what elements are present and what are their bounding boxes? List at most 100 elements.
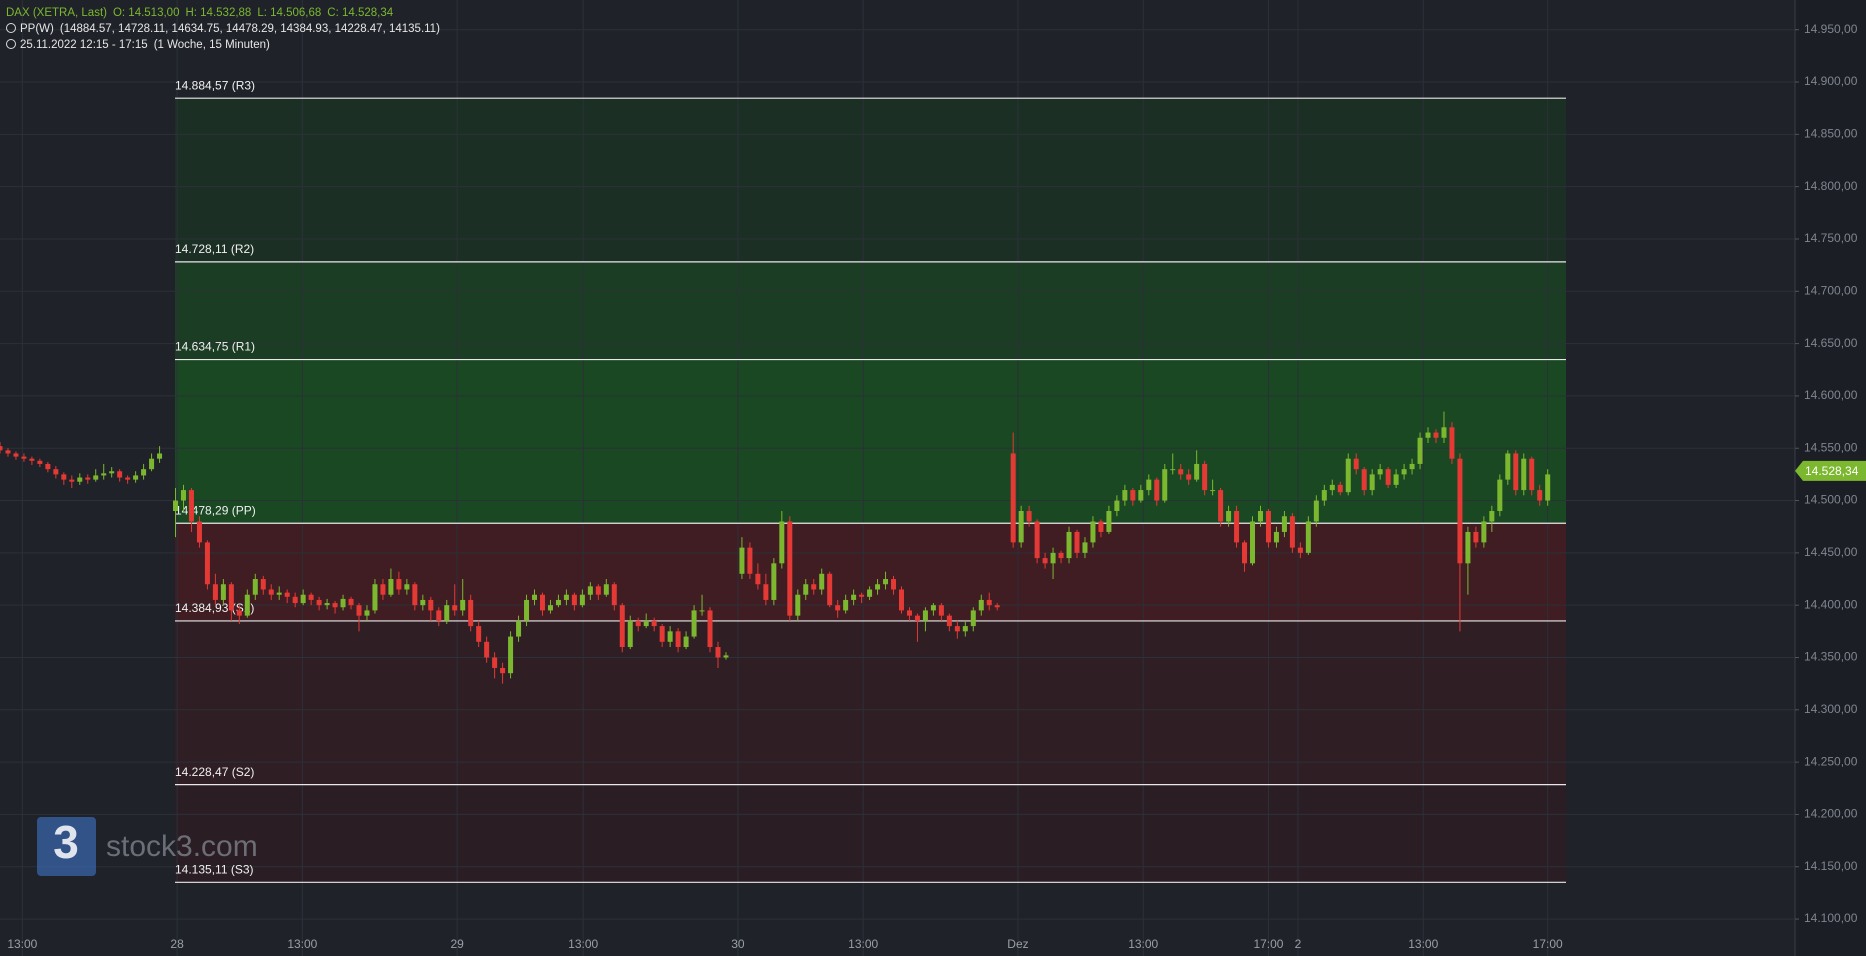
candle-body <box>284 592 290 597</box>
candle-body <box>1385 469 1391 485</box>
candle-body <box>1186 474 1192 480</box>
candle-body <box>1345 458 1351 493</box>
candle-body <box>228 584 234 611</box>
candle-body <box>978 599 984 611</box>
candle-body <box>45 463 51 470</box>
pivot-label: 14.384,93 (S1) <box>175 601 254 615</box>
candle-body <box>188 490 194 522</box>
candle-body <box>157 453 163 459</box>
candle-body <box>891 579 897 590</box>
candle-body <box>1018 511 1024 543</box>
candle-body <box>412 584 418 606</box>
pivot-zone <box>175 620 1566 785</box>
x-tick-label: 13:00 <box>7 937 37 951</box>
candle-body <box>93 475 99 480</box>
candle-body <box>1401 469 1407 475</box>
candle-body <box>707 610 713 648</box>
icon <box>6 23 16 33</box>
candle-body <box>683 636 689 648</box>
candle-body <box>619 605 625 648</box>
candle-body <box>1289 516 1295 548</box>
pivot-label: 14.478,29 (PP) <box>175 503 256 517</box>
y-tick-label: 14.700,00 <box>1804 283 1858 297</box>
candle-body <box>906 610 912 616</box>
candle-body <box>1178 469 1184 475</box>
x-tick-label: 2 <box>1295 937 1302 951</box>
candle-body <box>691 610 697 637</box>
y-tick-label: 14.400,00 <box>1804 597 1858 611</box>
candle-body <box>125 477 131 480</box>
candle-body <box>37 460 43 464</box>
x-tick-label: 29 <box>450 937 464 951</box>
candle-body <box>141 469 147 476</box>
candle-body <box>1457 458 1463 564</box>
candle-body <box>300 594 306 604</box>
candle-body <box>101 473 107 476</box>
y-tick-label: 14.850,00 <box>1804 127 1858 141</box>
candle-body <box>1210 490 1216 492</box>
candle-body <box>771 563 777 600</box>
candle-body <box>1058 552 1064 559</box>
candle-body <box>1162 469 1168 501</box>
logo <box>37 817 96 876</box>
candle-body <box>212 584 218 600</box>
candle-body <box>1242 542 1248 564</box>
candle-body <box>1042 558 1048 564</box>
y-tick-label: 14.350,00 <box>1804 650 1858 664</box>
y-tick-label: 14.200,00 <box>1804 807 1858 821</box>
pivot-label: 14.634,75 (R1) <box>175 340 255 354</box>
candle-body <box>970 610 976 627</box>
candle-body <box>994 605 1000 608</box>
candle-body <box>699 610 705 612</box>
candle-body <box>268 589 274 595</box>
candle-body <box>276 592 282 595</box>
pivot-label: 14.228,47 (S2) <box>175 765 254 779</box>
candle-body <box>715 647 721 658</box>
last-price-label: 14.528,34 <box>1805 464 1859 478</box>
candle-body <box>252 579 258 595</box>
logo-glyph: 3 <box>53 816 79 868</box>
header-line: 25.11.2022 12:15 - 17:15 (1 Woche, 15 Min… <box>6 37 446 53</box>
candle-body <box>867 589 873 597</box>
candle-body <box>579 594 585 606</box>
candle-body <box>468 599 474 627</box>
candle-body <box>1497 479 1503 512</box>
candle-body <box>1082 542 1088 553</box>
x-tick-label: 13:00 <box>848 937 878 951</box>
candle-body <box>292 596 298 604</box>
candle-body <box>811 584 817 590</box>
candle-body <box>173 500 179 512</box>
candle-body <box>747 547 753 574</box>
candle-body <box>930 605 936 611</box>
candle-body <box>204 542 210 585</box>
candle-body <box>914 615 920 621</box>
y-tick-label: 14.750,00 <box>1804 231 1858 245</box>
candle-body <box>803 584 809 595</box>
candle-body <box>220 584 226 600</box>
candle-body <box>85 477 91 480</box>
pivot-label: 14.728,11 (R2) <box>175 242 254 256</box>
candle-body <box>1273 531 1279 543</box>
y-tick-label: 14.550,00 <box>1804 440 1858 454</box>
candle-body <box>954 626 960 632</box>
header-line: DAX (XETRA, Last) O: 14.513,00 H: 14.532,8… <box>6 5 446 21</box>
candle-body <box>1234 511 1240 543</box>
candle-body <box>180 490 186 501</box>
candle-body <box>1074 531 1080 553</box>
candle-body <box>883 579 889 585</box>
candle-body <box>787 521 793 616</box>
candle-body <box>460 599 466 611</box>
pivot-levels: 14.884,57 (R3) 14.728,11 (R2) 14.634,75 (R… <box>175 78 1566 883</box>
candle-body <box>508 636 514 674</box>
candle-body <box>1154 479 1160 501</box>
candle-body <box>1409 463 1415 470</box>
candle-body <box>779 521 785 564</box>
candle-body <box>324 603 330 606</box>
candle-body <box>1170 469 1176 471</box>
candle-body <box>1313 500 1319 522</box>
y-tick-label: 14.450,00 <box>1804 545 1858 559</box>
candle-body <box>611 584 617 606</box>
candle-body <box>5 450 11 454</box>
